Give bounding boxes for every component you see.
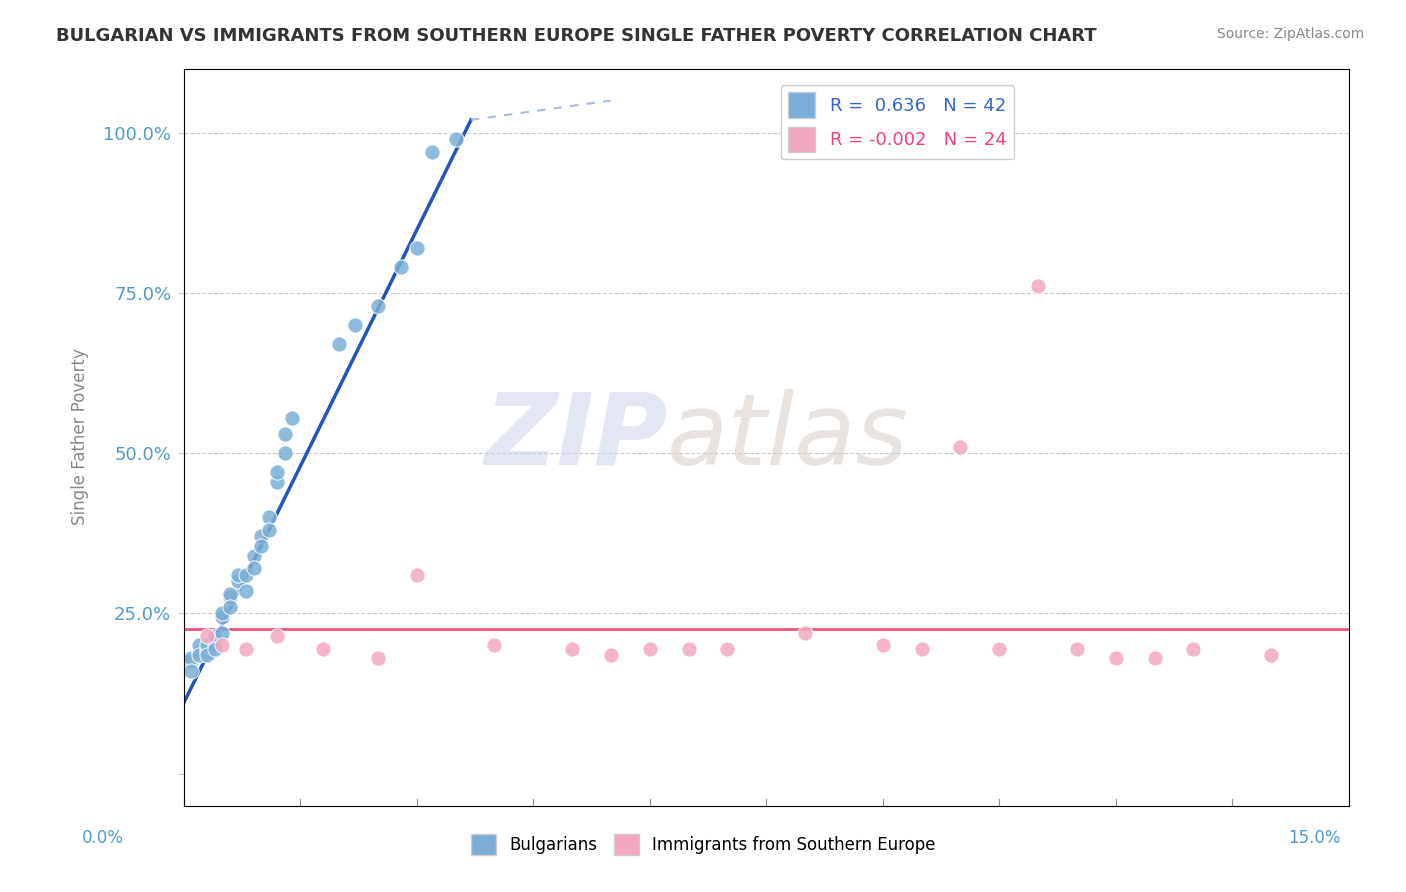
- Point: [273, 426, 295, 441]
- Point: [195, 648, 218, 662]
- Point: [266, 466, 288, 480]
- Point: [188, 648, 211, 662]
- Text: Source: ZipAtlas.com: Source: ZipAtlas.com: [1216, 27, 1364, 41]
- Point: [219, 591, 242, 605]
- Point: [367, 299, 389, 313]
- Point: [195, 645, 218, 659]
- Point: [312, 641, 335, 656]
- Point: [242, 549, 264, 563]
- Point: [405, 567, 427, 582]
- Text: atlas: atlas: [668, 389, 908, 485]
- Point: [195, 641, 218, 656]
- Text: 15.0%: 15.0%: [1288, 830, 1341, 847]
- Point: [250, 539, 273, 553]
- Point: [257, 523, 280, 537]
- Point: [180, 664, 202, 678]
- Point: [219, 587, 242, 601]
- Point: [328, 337, 350, 351]
- Point: [235, 583, 257, 598]
- Point: [949, 440, 972, 454]
- Point: [405, 241, 427, 255]
- Y-axis label: Single Father Poverty: Single Father Poverty: [72, 349, 89, 525]
- Point: [257, 510, 280, 524]
- Point: [273, 446, 295, 460]
- Point: [420, 145, 443, 159]
- Point: [195, 639, 218, 653]
- Point: [343, 318, 366, 332]
- Point: [561, 641, 583, 656]
- Point: [794, 625, 817, 640]
- Point: [389, 260, 412, 275]
- Point: [266, 475, 288, 489]
- Point: [599, 648, 621, 662]
- Point: [204, 641, 226, 656]
- Legend: R =  0.636   N = 42, R = -0.002   N = 24: R = 0.636 N = 42, R = -0.002 N = 24: [780, 85, 1014, 160]
- Point: [1066, 641, 1088, 656]
- Point: [180, 651, 202, 665]
- Point: [211, 625, 233, 640]
- Point: [910, 641, 932, 656]
- Text: 0.0%: 0.0%: [82, 830, 124, 847]
- Point: [204, 629, 226, 643]
- Point: [180, 655, 202, 669]
- Legend: Bulgarians, Immigrants from Southern Europe: Bulgarians, Immigrants from Southern Eur…: [464, 828, 942, 862]
- Point: [242, 561, 264, 575]
- Point: [281, 410, 304, 425]
- Point: [204, 632, 226, 646]
- Point: [226, 574, 249, 589]
- Point: [1182, 641, 1205, 656]
- Point: [235, 567, 257, 582]
- Point: [484, 639, 506, 653]
- Point: [211, 639, 233, 653]
- Point: [204, 639, 226, 653]
- Point: [188, 645, 211, 659]
- Text: BULGARIAN VS IMMIGRANTS FROM SOUTHERN EUROPE SINGLE FATHER POVERTY CORRELATION C: BULGARIAN VS IMMIGRANTS FROM SOUTHERN EU…: [56, 27, 1097, 45]
- Point: [211, 609, 233, 624]
- Point: [219, 599, 242, 614]
- Point: [226, 567, 249, 582]
- Point: [250, 529, 273, 543]
- Point: [872, 639, 894, 653]
- Point: [235, 641, 257, 656]
- Point: [1026, 279, 1049, 293]
- Point: [266, 629, 288, 643]
- Point: [1260, 648, 1282, 662]
- Point: [678, 641, 700, 656]
- Point: [1105, 651, 1128, 665]
- Point: [188, 639, 211, 653]
- Point: [367, 651, 389, 665]
- Point: [444, 132, 467, 146]
- Point: [716, 641, 738, 656]
- Text: ZIP: ZIP: [484, 389, 668, 485]
- Point: [1143, 651, 1166, 665]
- Point: [988, 641, 1011, 656]
- Point: [211, 607, 233, 621]
- Point: [638, 641, 661, 656]
- Point: [195, 629, 218, 643]
